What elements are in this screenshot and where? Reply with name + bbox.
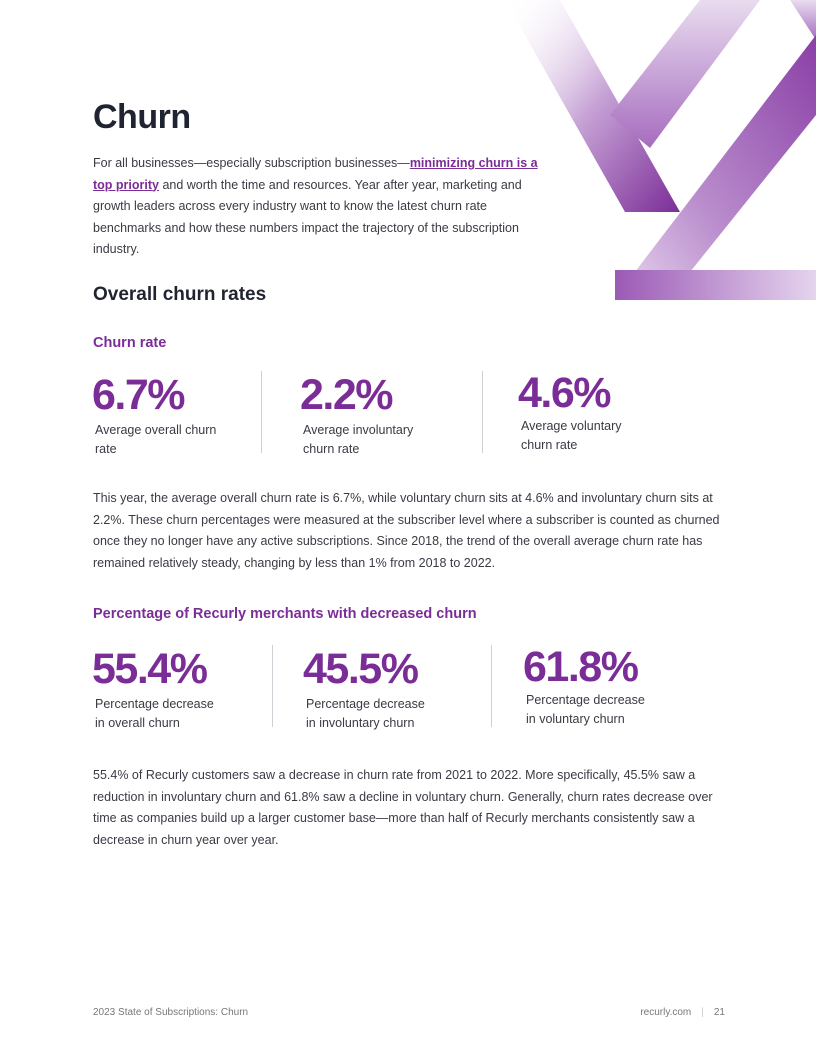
stat-label: Average overall churn rate — [95, 423, 217, 456]
footer-site-page: recurly.com | 21 — [640, 1007, 725, 1018]
intro-text-start: For all businesses—especially subscripti… — [93, 156, 410, 170]
stat-value: 2.2% — [300, 371, 394, 419]
stat-voluntary-churn: 4.6% Average voluntary churn rate — [482, 369, 719, 459]
minimizing-churn-link[interactable]: minimizing churn is a top priority — [93, 156, 538, 192]
subheading-decreased-churn: Percentage of Recurly merchants with dec… — [93, 606, 477, 622]
stat-label: Percentage decrease in overall churn — [95, 697, 214, 730]
footer-report-title: 2023 State of Subscriptions: Churn — [93, 1007, 249, 1018]
stat-value: 4.6% — [518, 369, 612, 417]
stat-divider — [272, 645, 273, 727]
footer-site-link[interactable]: recurly.com — [640, 1007, 692, 1018]
subheading-churn-rate: Churn rate — [93, 335, 167, 351]
stat-value: 6.7% — [92, 371, 186, 419]
stat-label: Percentage decrease in voluntary churn — [526, 693, 645, 726]
stat-label: Percentage decrease in involuntary churn — [306, 697, 425, 730]
page-title: Churn — [93, 98, 191, 136]
page-number: 21 — [713, 1007, 725, 1018]
stat-overall-churn: 6.7% Average overall churn rate — [92, 371, 301, 459]
stat-decrease-overall: 55.4% Percentage decrease in overall chu… — [92, 645, 304, 733]
stat-divider — [482, 371, 483, 453]
decreased-churn-paragraph: 55.4% of Recurly customers saw a decreas… — [93, 768, 713, 847]
stat-label: Average involuntary churn rate — [303, 423, 414, 456]
stat-decrease-involuntary: 45.5% Percentage decrease in involuntary… — [272, 645, 524, 733]
stat-label: Average voluntary churn rate — [521, 419, 622, 452]
stat-value: 45.5% — [303, 645, 419, 693]
stat-divider — [491, 645, 492, 727]
stat-decrease-voluntary: 61.8% Percentage decrease in voluntary c… — [491, 643, 724, 733]
section-title-overall-churn: Overall churn rates — [93, 284, 267, 305]
stat-divider — [261, 371, 262, 453]
stat-value: 55.4% — [92, 645, 208, 693]
decreased-churn-stats: 55.4% Percentage decrease in overall chu… — [92, 643, 724, 733]
footer-separator: | — [701, 1007, 704, 1018]
overall-churn-paragraph: This year, the average overall churn rat… — [93, 491, 720, 570]
intro-text-end: and worth the time and resources. Year a… — [93, 177, 522, 257]
stat-involuntary-churn: 2.2% Average involuntary churn rate — [261, 371, 519, 459]
churn-rate-stats: 6.7% Average overall churn rate 2.2% Ave… — [92, 369, 719, 459]
intro-paragraph: For all businesses—especially subscripti… — [93, 153, 538, 261]
stat-value: 61.8% — [523, 643, 639, 691]
